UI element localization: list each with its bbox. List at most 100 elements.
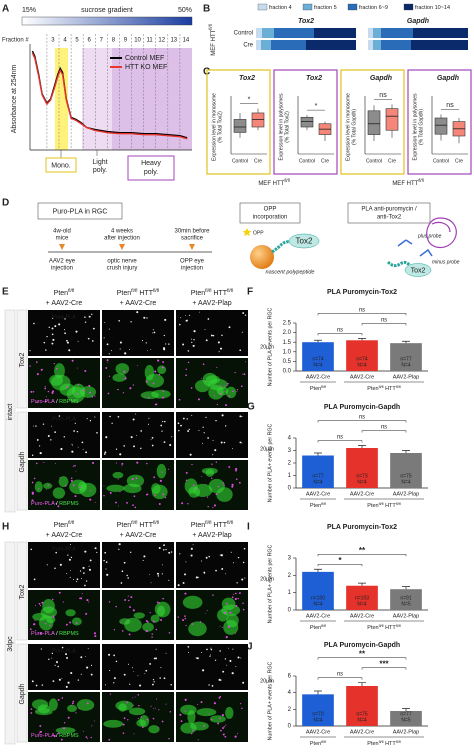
n-label: N=4 — [357, 362, 367, 368]
pla-dot — [61, 697, 64, 699]
pla-dot — [54, 462, 56, 464]
pla-dot — [237, 733, 239, 735]
puro-label: Puro-PLA — [52, 314, 76, 320]
group-label: Ptenfl/fl — [310, 624, 326, 631]
pla-dot — [122, 723, 125, 726]
pla-dot — [36, 373, 39, 376]
pla-dot — [160, 424, 163, 427]
pla-dot — [208, 684, 210, 686]
row-label-box — [16, 643, 28, 743]
n-label: N=5 — [401, 717, 411, 723]
pla-dot — [131, 478, 134, 481]
merge-label-part: RBPMS — [59, 733, 79, 739]
group-label-part: fl/fl — [208, 24, 213, 29]
pla-dot — [152, 332, 153, 334]
bar-segment — [261, 40, 271, 50]
sucrose-gradient-bar — [21, 16, 193, 26]
y-tick-label: 2.0 — [283, 330, 292, 336]
pla-dot — [242, 608, 245, 611]
pla-dot — [145, 669, 148, 672]
pla-dot — [87, 648, 89, 650]
n-label: n=77 — [312, 473, 323, 479]
pla-dot — [156, 572, 160, 575]
pla-dot — [235, 478, 238, 481]
pla-dot — [39, 730, 42, 733]
pla-dot — [38, 445, 41, 447]
x-tick-label: 6 — [88, 38, 92, 44]
pla-dot — [220, 441, 223, 444]
pla-dot — [103, 495, 105, 497]
rbpms-signal — [118, 703, 127, 712]
box — [367, 110, 381, 135]
pla-dot — [213, 702, 216, 705]
legend-label: fraction 10~14 — [415, 5, 450, 11]
pla-dot — [75, 622, 78, 625]
pla-dot — [154, 370, 157, 373]
pla-dot — [220, 385, 222, 387]
pla-dot — [216, 366, 218, 368]
pla-dot — [61, 646, 64, 649]
pla-dot — [158, 546, 161, 550]
pla-dot — [111, 350, 112, 352]
n-label: n=74 — [356, 356, 367, 362]
pla-dot — [82, 566, 85, 569]
pla-dot — [107, 361, 109, 363]
pla-dot — [42, 423, 45, 425]
chart-title: Tox2 — [239, 75, 255, 82]
pla-dot — [44, 622, 47, 625]
pla-dot — [191, 463, 193, 466]
tox2-shape — [404, 263, 432, 277]
pla-dot — [65, 653, 67, 656]
legend-label: fraction 4 — [269, 5, 292, 11]
pla-dot — [163, 441, 166, 443]
pla-dot — [151, 633, 153, 635]
pla-dot — [121, 570, 124, 573]
pla-dot — [130, 551, 132, 553]
group-label-part: fl/fl — [418, 178, 423, 183]
pla-dot — [64, 332, 66, 335]
pla-dot — [217, 485, 220, 488]
sig-bracket — [317, 657, 407, 660]
pla-dot — [184, 315, 186, 316]
nascent-chain-2 — [386, 260, 412, 268]
box — [385, 108, 399, 131]
pla-dot — [38, 602, 41, 605]
pla-dot — [239, 349, 242, 352]
pla-dot — [56, 367, 58, 370]
category-label: Control — [366, 158, 382, 164]
group-label-part: fl/fl — [396, 502, 401, 506]
pla-dot — [139, 684, 142, 687]
pla-dot — [94, 635, 97, 638]
pla-dot — [242, 681, 245, 684]
n-label: n=100 — [311, 595, 325, 601]
pla-dot — [94, 720, 95, 722]
pla-dot — [70, 556, 73, 559]
pla-box — [347, 202, 431, 224]
category-label: Control — [299, 158, 315, 164]
pla-dot — [103, 559, 105, 562]
pla-dot — [210, 477, 213, 479]
panel-label: A — [2, 4, 9, 15]
pla-dot — [195, 657, 198, 659]
column-header-part: fl/fl — [227, 288, 233, 294]
group-label-part: fl/fl — [284, 178, 289, 183]
pla-dot — [132, 667, 134, 669]
series-line — [31, 52, 188, 140]
pla-dot — [91, 313, 93, 315]
pla-dot — [72, 578, 74, 580]
group-label: MEF HTTfl/fl — [208, 24, 216, 55]
pla-dot — [154, 403, 157, 406]
pla-dot — [144, 673, 146, 675]
group-label-part: fl/fl — [396, 624, 401, 628]
pla-dot — [184, 617, 187, 620]
pla-dot — [119, 341, 122, 344]
bar — [302, 342, 334, 371]
pla-dot — [65, 685, 68, 688]
panel-label: F — [247, 287, 253, 298]
pla-dot — [216, 403, 219, 406]
pla-dot — [84, 316, 86, 318]
x-tick-label: 4 — [63, 38, 67, 44]
column-header: Ptenfl/fl HTTfl/fl — [117, 288, 159, 297]
pla-dot — [105, 367, 108, 369]
pla-dot — [127, 577, 129, 579]
